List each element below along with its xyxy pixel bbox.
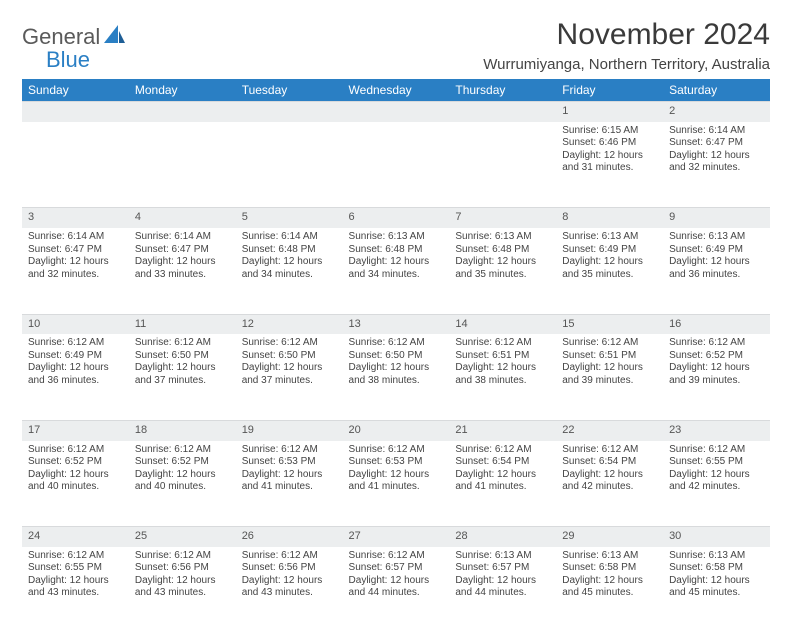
day-number <box>449 102 556 122</box>
weekday-header: Monday <box>129 79 236 102</box>
day-cell: Sunrise: 6:13 AMSunset: 6:48 PMDaylight:… <box>449 228 556 314</box>
day-number: 17 <box>22 420 129 440</box>
day-cell: Sunrise: 6:12 AMSunset: 6:56 PMDaylight:… <box>236 547 343 633</box>
sail-icon <box>104 25 126 50</box>
day-number: 26 <box>236 527 343 547</box>
day-number: 24 <box>22 527 129 547</box>
daynum-row: 3456789 <box>22 208 770 228</box>
day-number <box>129 102 236 122</box>
day-number: 30 <box>663 527 770 547</box>
day-cell: Sunrise: 6:13 AMSunset: 6:57 PMDaylight:… <box>449 547 556 633</box>
day-cell: Sunrise: 6:13 AMSunset: 6:58 PMDaylight:… <box>556 547 663 633</box>
day-cell: Sunrise: 6:12 AMSunset: 6:51 PMDaylight:… <box>556 334 663 420</box>
day-cell: Sunrise: 6:12 AMSunset: 6:53 PMDaylight:… <box>343 441 450 527</box>
day-number: 27 <box>343 527 450 547</box>
daynum-row: 12 <box>22 102 770 122</box>
day-cell: Sunrise: 6:12 AMSunset: 6:54 PMDaylight:… <box>449 441 556 527</box>
day-cell: Sunrise: 6:13 AMSunset: 6:58 PMDaylight:… <box>663 547 770 633</box>
day-cell: Sunrise: 6:12 AMSunset: 6:54 PMDaylight:… <box>556 441 663 527</box>
day-cell <box>236 122 343 208</box>
week-row: Sunrise: 6:14 AMSunset: 6:47 PMDaylight:… <box>22 228 770 314</box>
day-cell: Sunrise: 6:12 AMSunset: 6:55 PMDaylight:… <box>22 547 129 633</box>
month-title: November 2024 <box>483 18 770 52</box>
day-cell <box>22 122 129 208</box>
day-number: 21 <box>449 420 556 440</box>
day-number: 13 <box>343 314 450 334</box>
daynum-row: 17181920212223 <box>22 420 770 440</box>
day-cell: Sunrise: 6:12 AMSunset: 6:50 PMDaylight:… <box>129 334 236 420</box>
day-cell: Sunrise: 6:12 AMSunset: 6:51 PMDaylight:… <box>449 334 556 420</box>
calendar-table: SundayMondayTuesdayWednesdayThursdayFrid… <box>22 79 770 633</box>
weekday-header: Saturday <box>663 79 770 102</box>
day-cell: Sunrise: 6:12 AMSunset: 6:50 PMDaylight:… <box>236 334 343 420</box>
day-number <box>22 102 129 122</box>
day-cell: Sunrise: 6:14 AMSunset: 6:48 PMDaylight:… <box>236 228 343 314</box>
day-number: 23 <box>663 420 770 440</box>
title-block: November 2024 Wurrumiyanga, Northern Ter… <box>483 18 770 73</box>
day-cell: Sunrise: 6:12 AMSunset: 6:55 PMDaylight:… <box>663 441 770 527</box>
day-number: 28 <box>449 527 556 547</box>
day-cell: Sunrise: 6:12 AMSunset: 6:53 PMDaylight:… <box>236 441 343 527</box>
day-cell: Sunrise: 6:13 AMSunset: 6:48 PMDaylight:… <box>343 228 450 314</box>
day-cell: Sunrise: 6:12 AMSunset: 6:56 PMDaylight:… <box>129 547 236 633</box>
day-number: 20 <box>343 420 450 440</box>
day-number: 10 <box>22 314 129 334</box>
weekday-header: Friday <box>556 79 663 102</box>
day-cell <box>343 122 450 208</box>
day-number: 7 <box>449 208 556 228</box>
day-number: 18 <box>129 420 236 440</box>
weekday-header: Wednesday <box>343 79 450 102</box>
weekday-header-row: SundayMondayTuesdayWednesdayThursdayFrid… <box>22 79 770 102</box>
daynum-row: 10111213141516 <box>22 314 770 334</box>
day-number: 6 <box>343 208 450 228</box>
week-row: Sunrise: 6:12 AMSunset: 6:52 PMDaylight:… <box>22 441 770 527</box>
weekday-header: Tuesday <box>236 79 343 102</box>
day-number <box>236 102 343 122</box>
day-cell: Sunrise: 6:15 AMSunset: 6:46 PMDaylight:… <box>556 122 663 208</box>
day-cell: Sunrise: 6:12 AMSunset: 6:52 PMDaylight:… <box>129 441 236 527</box>
weekday-header: Sunday <box>22 79 129 102</box>
day-cell: Sunrise: 6:12 AMSunset: 6:57 PMDaylight:… <box>343 547 450 633</box>
day-number <box>343 102 450 122</box>
brand-logo: General <box>22 18 128 50</box>
weekday-header: Thursday <box>449 79 556 102</box>
day-number: 9 <box>663 208 770 228</box>
day-cell: Sunrise: 6:12 AMSunset: 6:49 PMDaylight:… <box>22 334 129 420</box>
day-number: 11 <box>129 314 236 334</box>
day-cell: Sunrise: 6:14 AMSunset: 6:47 PMDaylight:… <box>22 228 129 314</box>
week-row: Sunrise: 6:15 AMSunset: 6:46 PMDaylight:… <box>22 122 770 208</box>
day-number: 25 <box>129 527 236 547</box>
day-number: 1 <box>556 102 663 122</box>
daynum-row: 24252627282930 <box>22 527 770 547</box>
day-number: 14 <box>449 314 556 334</box>
day-number: 16 <box>663 314 770 334</box>
day-cell: Sunrise: 6:14 AMSunset: 6:47 PMDaylight:… <box>663 122 770 208</box>
day-number: 8 <box>556 208 663 228</box>
day-number: 29 <box>556 527 663 547</box>
day-cell: Sunrise: 6:13 AMSunset: 6:49 PMDaylight:… <box>663 228 770 314</box>
week-row: Sunrise: 6:12 AMSunset: 6:55 PMDaylight:… <box>22 547 770 633</box>
day-number: 15 <box>556 314 663 334</box>
day-number: 5 <box>236 208 343 228</box>
week-row: Sunrise: 6:12 AMSunset: 6:49 PMDaylight:… <box>22 334 770 420</box>
day-cell <box>449 122 556 208</box>
header: General November 2024 Wurrumiyanga, Nort… <box>22 18 770 73</box>
day-number: 4 <box>129 208 236 228</box>
day-cell: Sunrise: 6:12 AMSunset: 6:52 PMDaylight:… <box>22 441 129 527</box>
day-number: 19 <box>236 420 343 440</box>
day-cell: Sunrise: 6:12 AMSunset: 6:50 PMDaylight:… <box>343 334 450 420</box>
day-number: 3 <box>22 208 129 228</box>
location: Wurrumiyanga, Northern Territory, Austra… <box>483 56 770 73</box>
day-cell <box>129 122 236 208</box>
day-cell: Sunrise: 6:12 AMSunset: 6:52 PMDaylight:… <box>663 334 770 420</box>
day-number: 12 <box>236 314 343 334</box>
day-number: 22 <box>556 420 663 440</box>
day-number: 2 <box>663 102 770 122</box>
day-cell: Sunrise: 6:14 AMSunset: 6:47 PMDaylight:… <box>129 228 236 314</box>
brand-part2: Blue <box>46 47 90 72</box>
day-cell: Sunrise: 6:13 AMSunset: 6:49 PMDaylight:… <box>556 228 663 314</box>
